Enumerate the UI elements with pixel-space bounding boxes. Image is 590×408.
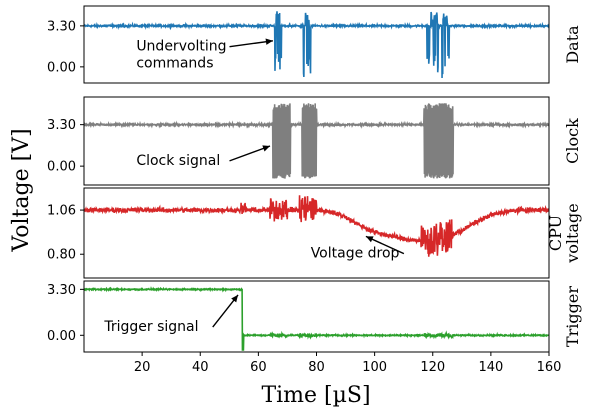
side-label-data: Data [563, 25, 582, 64]
panel-frame-trigger [83, 280, 550, 353]
xtick-label: 80 [308, 360, 325, 375]
side-label-clock: Clock [563, 118, 582, 164]
ytick-label-cpu: 1.06 [47, 204, 76, 219]
xtick-label: 160 [537, 360, 562, 375]
panel-frame-clock [83, 96, 550, 186]
annotation-arrowhead-data [265, 38, 273, 45]
ytick-label-clock: 3.30 [47, 118, 76, 133]
panel-trigger: 0.00 3.30 Trigger Trigger signal [47, 280, 582, 353]
panel-frame-cpu [83, 187, 550, 279]
side-label-cpu: CPU [546, 215, 565, 251]
xtick-label: 20 [134, 360, 151, 375]
annotation-data: commands [136, 56, 213, 72]
annotation-cpu: Voltage drop [311, 246, 400, 262]
side-label-cpu: voltage [563, 203, 582, 263]
series-cpu-trace [84, 195, 549, 257]
annotation-arrowhead-cpu [365, 236, 374, 243]
ytick-label-cpu: 0.80 [47, 248, 76, 263]
annotation-arrowhead-trigger [231, 294, 239, 303]
ytick-label-data: 3.30 [47, 19, 76, 34]
xtick-label: 60 [250, 360, 267, 375]
ytick-label-trigger: 3.30 [47, 283, 76, 298]
annotation-arrowhead-clock [262, 145, 270, 152]
xtick-label: 100 [362, 360, 387, 375]
x-axis: 20 40 60 80 100 120 140 160 [134, 352, 562, 375]
annotation-clock: Clock signal [136, 153, 220, 169]
xtick-label: 40 [192, 360, 209, 375]
panel-frame-data [83, 5, 550, 84]
annotation-trigger: Trigger signal [103, 319, 198, 335]
ytick-label-clock: 0.00 [47, 160, 76, 175]
annotation-data: Undervolting [136, 39, 226, 55]
annotation-arrow-clock [229, 145, 271, 162]
x-axis-title: Time [µS] [261, 383, 370, 408]
series-data-trace [84, 11, 549, 78]
series-trigger-trace [84, 286, 549, 351]
annotation-arrow-data [229, 40, 274, 48]
xtick-label: 120 [420, 360, 445, 375]
ytick-label-trigger: 0.00 [47, 329, 76, 344]
series-clock-trace [84, 103, 549, 179]
panel-clock: 0.00 3.30 Clock Clock signal [47, 96, 582, 186]
y-axis-title: Voltage [V] [9, 128, 34, 252]
xtick-label: 140 [478, 360, 503, 375]
ytick-label-data: 0.00 [47, 60, 76, 75]
side-label-trigger: Trigger [563, 286, 582, 347]
